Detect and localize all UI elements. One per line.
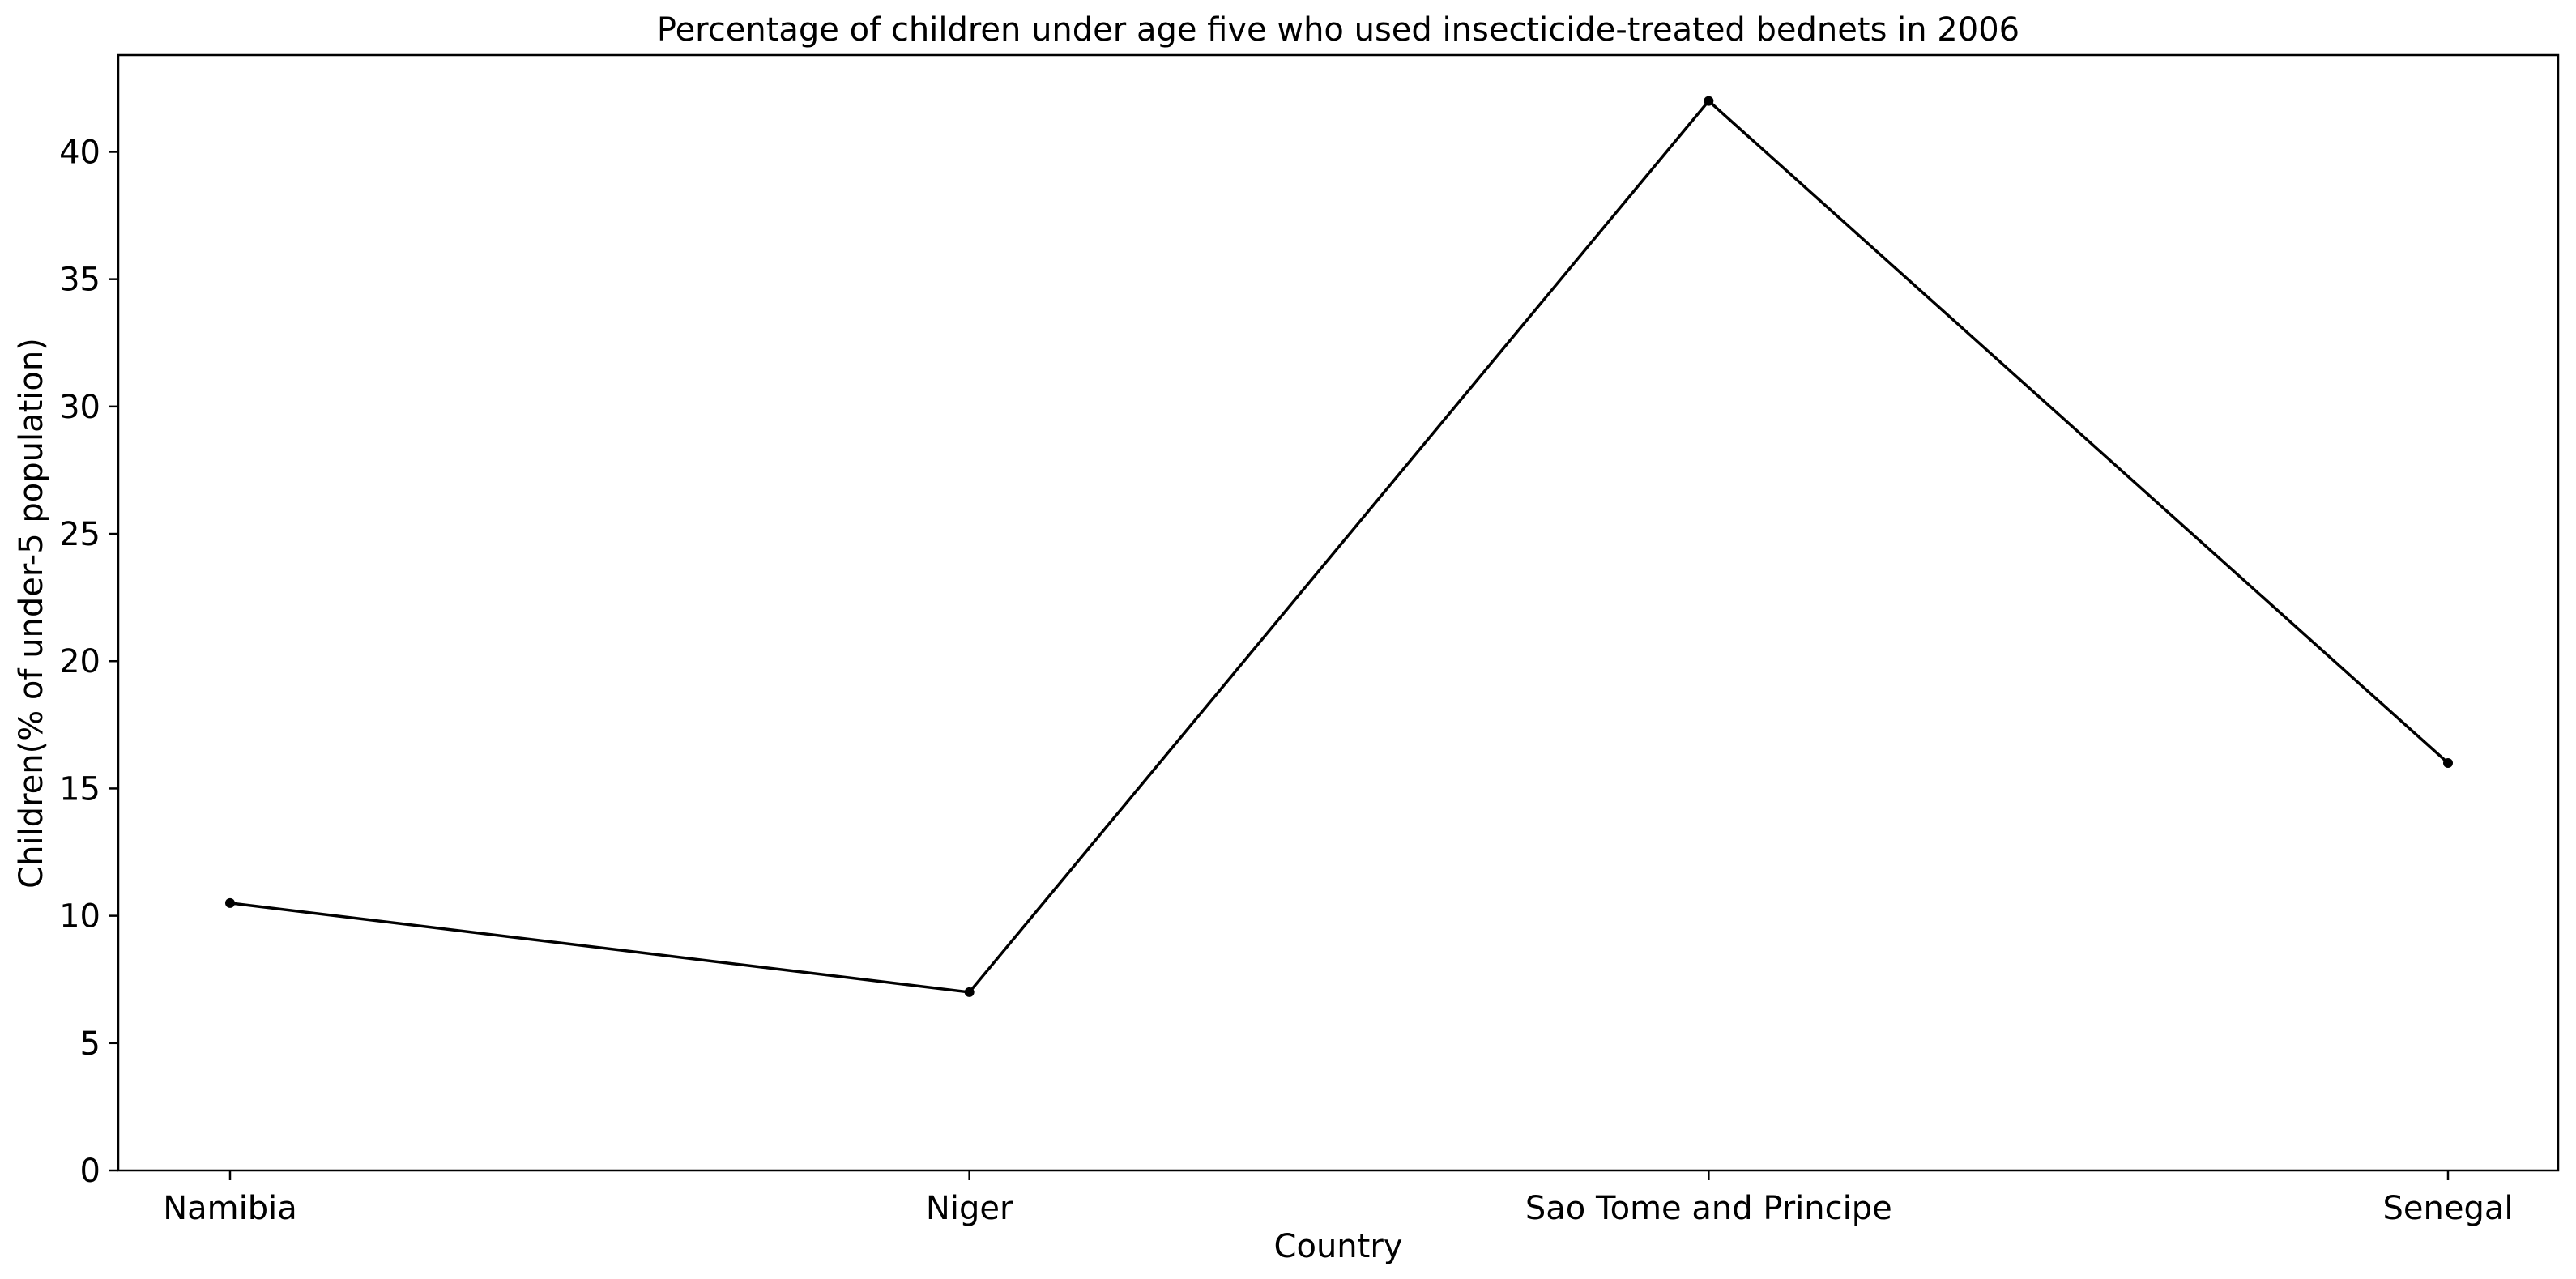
y-tick-label: 15 — [59, 770, 100, 808]
y-ticks: 0 5 10 15 20 25 30 35 40 — [59, 134, 118, 1190]
x-tick-label: Niger — [926, 1190, 1013, 1227]
y-tick-label: 20 — [59, 643, 100, 680]
y-tick-label: 35 — [59, 262, 100, 299]
y-tick-label: 0 — [80, 1153, 100, 1190]
data-point — [2443, 757, 2453, 768]
y-tick-label: 40 — [59, 134, 100, 171]
y-tick-label: 10 — [59, 898, 100, 936]
y-axis-title: Children(% of under-5 population) — [13, 338, 50, 889]
series-layer — [225, 96, 2453, 997]
chart-title: Percentage of children under age five wh… — [657, 11, 2019, 49]
x-ticks: Namibia Niger Sao Tome and Principe Senegal — [163, 1170, 2513, 1227]
axes-frame — [117, 53, 2560, 1172]
data-point — [964, 987, 975, 997]
y-axis-title-group: Children(% of under-5 population) — [13, 338, 50, 889]
x-tick-label: Senegal — [2383, 1190, 2514, 1227]
data-point — [225, 897, 235, 908]
y-tick-label: 30 — [59, 389, 100, 426]
x-tick-label: Sao Tome and Principe — [1525, 1190, 1892, 1227]
x-axis-title: Country — [1274, 1228, 1403, 1265]
data-point — [1704, 96, 1714, 106]
plot-area: 0 5 10 15 20 25 30 35 40 Namibia Niger Sao Tome an… — [59, 53, 2560, 1227]
y-tick-label: 25 — [59, 516, 100, 553]
x-tick-label: Namibia — [163, 1190, 297, 1227]
series-line — [229, 99, 2450, 994]
y-tick-label: 5 — [80, 1025, 100, 1063]
